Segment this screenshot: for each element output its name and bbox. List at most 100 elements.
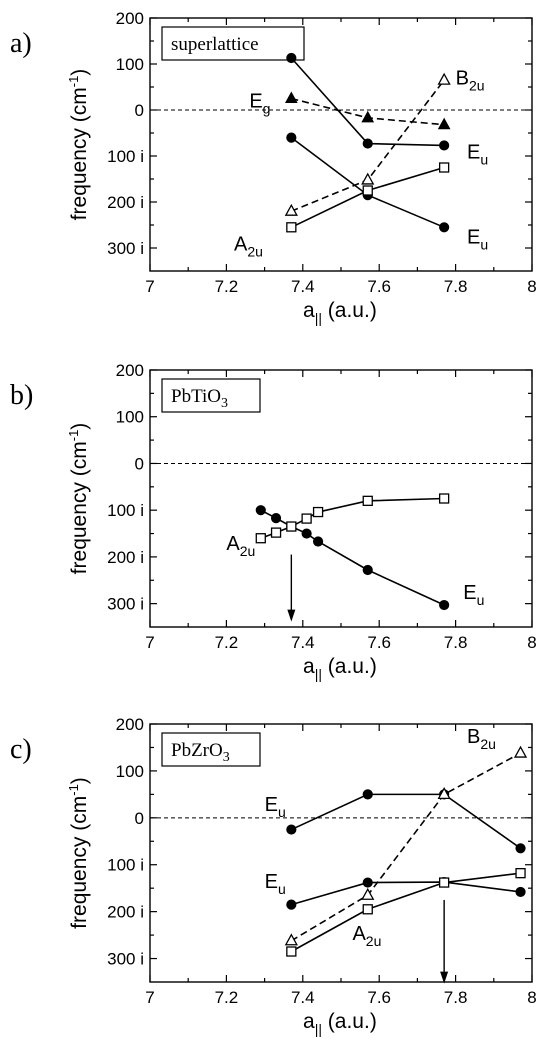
- data-point: [437, 117, 451, 130]
- x-axis-label: a|| (a.u.): [303, 299, 377, 326]
- chart-panel-2: b) 7 7.2 7.4 7.6 7.8 8 200 100 0 100 i 200 i 300 i a|…: [10, 361, 537, 682]
- y-tick-label: 200: [116, 715, 144, 734]
- data-point: [361, 887, 375, 900]
- data-point: [438, 493, 450, 504]
- y-tick-label: 100: [116, 762, 144, 781]
- data-point: [270, 513, 282, 524]
- data-point: [312, 536, 324, 547]
- material-label-box: [161, 378, 261, 413]
- data-point: [362, 877, 373, 888]
- x-tick-label: 7.2: [215, 988, 239, 1007]
- series-1: [286, 52, 450, 151]
- material-label-box: [161, 732, 261, 767]
- series-1: [286, 789, 526, 854]
- series-5: [284, 72, 451, 216]
- x-tick-label: 7.4: [291, 988, 315, 1007]
- series-line: [290, 872, 521, 953]
- data-point: [362, 138, 373, 149]
- y-axis-label: frequency (cm-1): [66, 69, 91, 221]
- y-tick-label: 200: [116, 361, 144, 380]
- y-tick-label: 300 i: [107, 239, 144, 258]
- x-tick-label: 7.4: [291, 277, 315, 296]
- x-axis-label: a|| (a.u.): [303, 1010, 377, 1037]
- data-point: [361, 110, 375, 123]
- data-point: [439, 140, 450, 151]
- data-point: [286, 946, 297, 957]
- data-point: [286, 132, 297, 143]
- y-axis-label: frequency (cm-1): [66, 423, 91, 575]
- data-point: [362, 564, 373, 576]
- material-label: superlattice: [171, 34, 259, 55]
- mode-label: Eu: [467, 141, 488, 167]
- material-label-box: [161, 26, 305, 61]
- data-point: [439, 599, 450, 611]
- mode-label: Eu: [463, 582, 484, 608]
- x-tick-label: 7: [145, 988, 154, 1007]
- mode-label: A2u: [226, 533, 255, 559]
- data-point: [270, 527, 282, 538]
- x-tick-label: 7.2: [215, 277, 239, 296]
- y-tick-label: 100: [116, 55, 144, 74]
- data-point: [284, 203, 298, 216]
- y-tick-label: 100 i: [107, 856, 144, 875]
- series-1: [255, 505, 450, 611]
- chart-panel-3: c) 7 7.2 7.4 7.6 7.8 8 200 100 0 100 i 200 i 300 i a|…: [10, 715, 537, 1037]
- x-tick-label: 8: [527, 988, 536, 1007]
- x-tick-label: 7: [145, 633, 154, 652]
- series-line: [290, 57, 445, 147]
- panel-label: a): [10, 28, 32, 59]
- data-point: [362, 495, 373, 506]
- data-point: [286, 52, 297, 64]
- mode-label: Eu: [265, 871, 286, 897]
- y-tick-label: 300 i: [107, 595, 144, 614]
- data-point: [301, 513, 312, 524]
- x-tick-label: 7.2: [215, 633, 239, 652]
- y-tick-label: 200 i: [107, 903, 144, 922]
- y-tick-label: 100: [116, 408, 144, 427]
- y-tick-label: 300 i: [107, 950, 144, 969]
- series-4: [284, 745, 528, 946]
- mode-label: B2u: [456, 68, 485, 94]
- y-axis-label: frequency (cm-1): [66, 777, 91, 929]
- data-point: [437, 72, 451, 85]
- y-tick-label: 200: [116, 9, 144, 28]
- series-2: [286, 876, 526, 910]
- x-tick-label: 7.6: [367, 988, 391, 1007]
- y-tick-label: 200 i: [107, 548, 144, 567]
- data-point: [286, 521, 297, 532]
- x-tick-label: 7: [145, 277, 154, 296]
- series-line: [260, 497, 445, 539]
- y-tick-label: 0: [135, 101, 144, 120]
- x-tick-label: 7.6: [367, 277, 391, 296]
- material-label: PbZrO3: [171, 740, 230, 765]
- material-label: PbTiO3: [171, 386, 228, 411]
- data-point: [515, 843, 526, 854]
- series-line: [290, 752, 521, 942]
- data-point: [286, 824, 297, 835]
- series-4: [284, 91, 451, 130]
- data-point: [515, 886, 526, 898]
- x-tick-label: 7.8: [444, 633, 468, 652]
- y-tick-label: 100 i: [107, 147, 144, 166]
- data-point: [515, 868, 526, 879]
- data-point: [361, 172, 375, 185]
- data-point: [255, 533, 266, 544]
- y-tick-label: 0: [135, 454, 144, 473]
- x-tick-label: 7.8: [444, 988, 468, 1007]
- series-3: [286, 162, 450, 233]
- series-2: [255, 493, 450, 544]
- data-point: [513, 745, 528, 758]
- data-point: [362, 904, 373, 915]
- x-tick-label: 8: [527, 277, 536, 296]
- data-point: [437, 787, 451, 800]
- series-line: [291, 793, 522, 849]
- y-tick-label: 200 i: [107, 193, 144, 212]
- series-line: [291, 881, 521, 906]
- y-tick-label: 0: [135, 809, 144, 828]
- x-tick-label: 7.6: [367, 633, 391, 652]
- arrow-head: [440, 971, 449, 984]
- mode-label: B2u: [467, 726, 496, 752]
- data-point: [301, 528, 312, 539]
- mode-label: Eu: [467, 226, 488, 252]
